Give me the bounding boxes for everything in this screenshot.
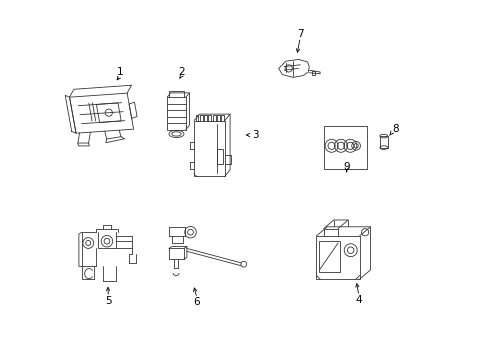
Text: 2: 2 <box>178 67 184 77</box>
Bar <box>194 121 224 176</box>
Bar <box>217 149 223 164</box>
Text: 7: 7 <box>296 29 303 39</box>
Text: 9: 9 <box>343 162 349 172</box>
Text: 8: 8 <box>391 124 398 134</box>
Bar <box>379 136 387 148</box>
Text: 3: 3 <box>251 130 258 140</box>
Bar <box>167 97 185 130</box>
Text: 5: 5 <box>105 296 111 306</box>
Text: 1: 1 <box>117 67 123 77</box>
Bar <box>311 71 315 75</box>
Text: 6: 6 <box>193 297 200 307</box>
Bar <box>316 236 359 279</box>
Text: 4: 4 <box>355 294 362 305</box>
Bar <box>323 126 366 169</box>
Bar <box>318 241 339 272</box>
